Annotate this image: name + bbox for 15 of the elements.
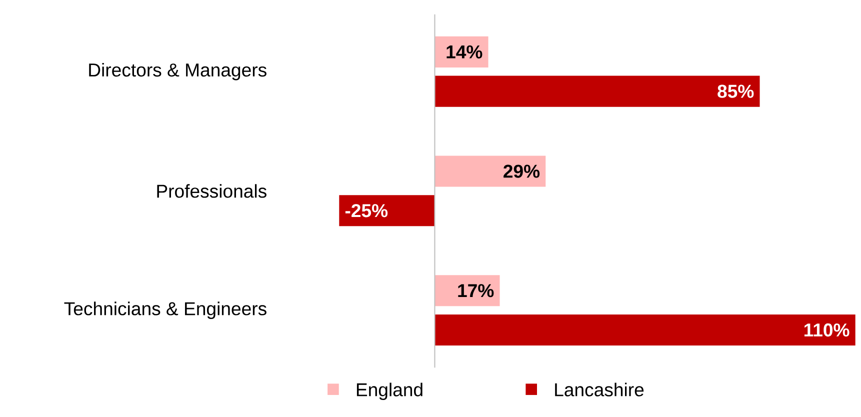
data-label: 29% (504, 164, 540, 178)
data-label: -25% (345, 204, 388, 218)
legend-label: England (356, 382, 422, 400)
data-label: 85% (718, 84, 754, 98)
bar (434, 156, 546, 187)
bar (434, 76, 760, 107)
data-label: 17% (458, 284, 494, 298)
y-tick-label: Professionals (157, 184, 266, 198)
bar (434, 314, 856, 346)
data-label: 110% (804, 324, 850, 337)
legend-label: Lancashire (555, 382, 644, 396)
y-tick-label: Directors & Managers (89, 63, 266, 80)
y-tick-label: Technicians & Engineers (64, 302, 266, 320)
bar (339, 195, 435, 226)
data-label: 14% (446, 46, 482, 59)
